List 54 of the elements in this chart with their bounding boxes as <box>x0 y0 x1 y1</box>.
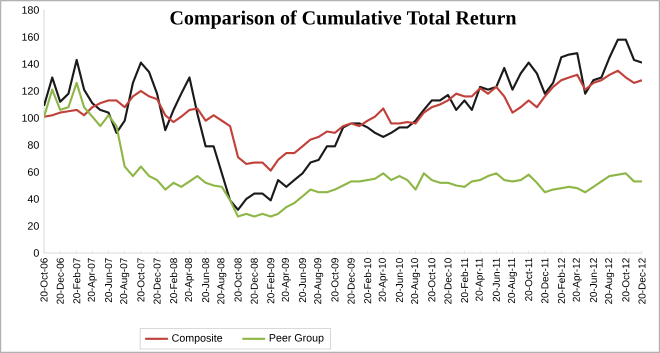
x-tick-label: 20-Jun-07 <box>104 258 112 302</box>
line-series <box>44 38 642 211</box>
y-tick-label: 140 <box>22 60 39 68</box>
x-tick-label: 20-Oct-09 <box>331 258 338 302</box>
x-tick-label: 20-Apr-11 <box>476 258 485 301</box>
x-tick-label: 20-Aug-08 <box>217 258 226 304</box>
x-tick-label: 20-Apr-08 <box>184 258 194 302</box>
x-tick-label: 20-Dec-08 <box>250 258 258 304</box>
x-tick-label: 20-Feb-12 <box>558 258 565 304</box>
line-series <box>44 82 642 218</box>
x-tick-label: 20-Feb-08 <box>170 258 178 304</box>
x-tick-label: 20-Oct-12 <box>622 258 630 302</box>
x-tick-label: 20-Jun-09 <box>298 258 306 302</box>
x-tick-label: 20-Dec-06 <box>56 258 64 304</box>
x-tick-label: 20-Feb-07 <box>73 258 80 304</box>
x-tick-label: 20-Oct-10 <box>428 258 436 302</box>
y-tick-label: 0 <box>34 249 39 257</box>
x-tick-label: 20-Apr-07 <box>88 258 97 302</box>
x-tick-label: 20-Feb-11 <box>460 258 468 303</box>
y-tick-label: 60 <box>28 168 39 176</box>
chart-title: Comparison of Cumulative Total Return <box>170 10 516 29</box>
x-tick-label: 20-Dec-09 <box>348 258 355 304</box>
x-tick-label: 20-Aug-09 <box>314 258 324 304</box>
x-tick-label: 20-Dec-11 <box>541 258 548 304</box>
x-tick-label: 20-Oct-11 <box>525 258 532 301</box>
x-tick-label: 20-Apr-09 <box>282 258 291 302</box>
y-tick-label: 120 <box>22 87 39 95</box>
x-tick-label: 20-Dec-12 <box>638 258 646 304</box>
y-tick-label: 180 <box>22 6 39 14</box>
x-tick-label: 20-Jun-10 <box>396 258 403 302</box>
y-tick-label: 80 <box>28 141 39 149</box>
x-tick-label: 20-Aug-12 <box>605 258 614 304</box>
line-series <box>44 70 642 172</box>
x-tick-label: 20-Dec-07 <box>154 258 161 304</box>
x-tick-label: 20-Feb-09 <box>267 258 274 304</box>
x-tick-label: 20-Oct-06 <box>40 258 48 302</box>
x-tick-label: 20-Aug-07 <box>120 258 130 304</box>
y-tick-label: 40 <box>28 195 39 203</box>
y-tick-label: 160 <box>22 33 39 41</box>
x-tick-label: 20-Aug-10 <box>411 258 420 304</box>
x-tick-label: 20-Oct-07 <box>137 258 144 302</box>
x-tick-label: 20-Oct-08 <box>234 258 242 302</box>
x-tick-label: 20-Jun-08 <box>202 258 210 302</box>
x-tick-label: 20-Jun-11 <box>492 258 500 302</box>
legend-label: Peer Group <box>270 334 324 344</box>
x-tick-label: 20-Jun-12 <box>590 258 597 302</box>
y-tick-label: 20 <box>28 222 39 230</box>
legend-label: Composite <box>172 334 222 344</box>
y-tick-label: 100 <box>22 114 39 122</box>
x-tick-label: 20-Apr-10 <box>378 258 388 302</box>
x-tick-label: 20-Dec-10 <box>444 258 452 304</box>
x-tick-label: 20-Feb-10 <box>364 258 372 304</box>
x-tick-label: 20-Aug-11 <box>508 258 517 304</box>
x-tick-label: 20-Apr-12 <box>572 258 582 302</box>
